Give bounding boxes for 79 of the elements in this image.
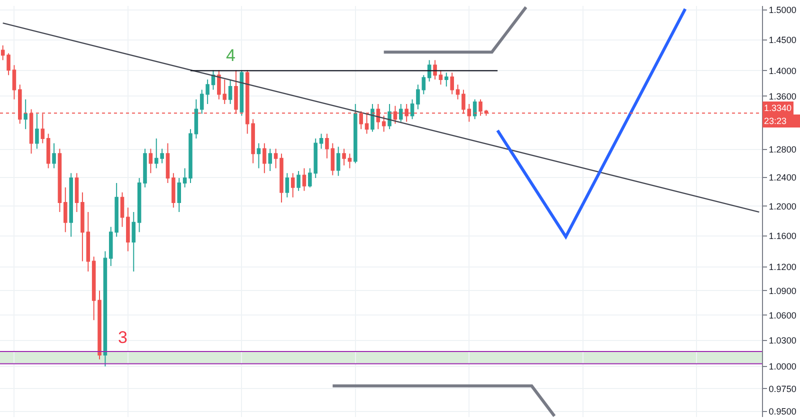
y-tick-label: 0.9500 [768, 406, 796, 417]
candlestick [296, 170, 300, 192]
candlestick [256, 142, 261, 169]
candlestick [86, 212, 90, 272]
candlestick [336, 146, 340, 176]
candlestick [148, 148, 153, 174]
candlestick [92, 256, 96, 321]
y-tick-label: 1.0900 [768, 286, 796, 296]
candlestick [46, 133, 50, 169]
text: 23:23 [764, 116, 787, 126]
candlestick [370, 103, 374, 132]
candlestick [274, 148, 278, 169]
y-tick-label: 1.1600 [768, 231, 796, 242]
candlestick [143, 148, 147, 188]
candlestick [302, 168, 306, 192]
y-tick-label: 1.0300 [768, 336, 796, 346]
candlestick [422, 74, 426, 95]
candlestick [290, 172, 295, 198]
candlestick [6, 52, 10, 76]
candlestick [240, 70, 244, 116]
candlestick [450, 72, 454, 95]
candlestick [182, 168, 187, 188]
y-tick-label: 1.0600 [768, 310, 796, 320]
candlestick [74, 172, 79, 213]
candlestick [325, 133, 329, 159]
y-tick-label: 1.5000 [768, 5, 796, 16]
candlestick [211, 70, 216, 90]
candlestick [268, 148, 272, 172]
y-tick-label: 1.4000 [768, 66, 796, 76]
candlestick [194, 98, 198, 140]
candlestick [319, 133, 324, 150]
y-tick-label: 1.1200 [768, 262, 796, 272]
candlestick [24, 98, 28, 130]
y-tick-label: 1.0000 [768, 362, 796, 372]
candlestick [126, 207, 130, 252]
series-label: 4 [226, 46, 236, 65]
candlestick [177, 178, 182, 213]
candlestick [69, 172, 73, 238]
y-tick-label: 1.3600 [768, 91, 796, 102]
candlestick [103, 250, 108, 367]
candlestick [120, 192, 124, 228]
candlestick [64, 186, 68, 233]
candlestick [348, 153, 352, 169]
candlestick [262, 142, 266, 174]
candlestick [285, 172, 290, 198]
candlestick [472, 98, 477, 120]
y-tick-label: 1.2800 [768, 144, 796, 155]
y-tick-label: 1.2400 [768, 172, 796, 182]
band-label: 3 [118, 328, 128, 347]
y-tick-label: 1.4500 [768, 35, 796, 46]
candlestick [416, 84, 420, 110]
candlestick [342, 148, 346, 166]
candlestick [80, 192, 84, 262]
candlestick [433, 60, 437, 80]
candlestick [188, 128, 192, 184]
candlestick [388, 103, 392, 130]
candlestick [330, 142, 335, 176]
candlestick [382, 115, 386, 132]
candlestick [58, 148, 62, 213]
candlestick [172, 172, 176, 208]
candlestick [98, 290, 102, 360]
candlestick [0, 44, 5, 61]
y-tick-label: 0.9750 [768, 384, 796, 394]
candlestick [438, 70, 443, 86]
ref-line-label: 1.3340 [764, 103, 792, 113]
candlestick [132, 212, 136, 272]
candlestick [137, 178, 142, 233]
candlestick [410, 98, 414, 120]
candlestick [456, 84, 460, 100]
candlestick [444, 72, 448, 88]
candlestick [354, 103, 358, 164]
candlestick [12, 64, 16, 100]
candlestick [280, 153, 284, 204]
y-tick-label: 1.2000 [768, 201, 796, 212]
candlestick [399, 103, 403, 122]
candlestick [228, 79, 232, 104]
candlestick [166, 142, 170, 184]
candlestick [52, 142, 56, 169]
candlestick [35, 113, 39, 150]
